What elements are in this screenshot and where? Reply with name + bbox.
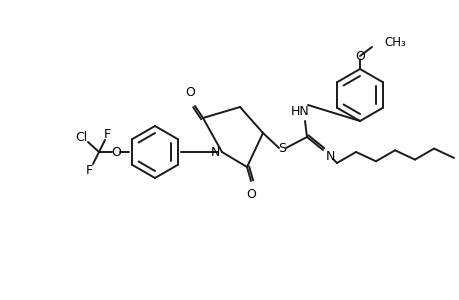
Text: O: O bbox=[185, 85, 195, 98]
Text: N: N bbox=[210, 146, 219, 158]
Text: Cl: Cl bbox=[75, 130, 87, 143]
Text: S: S bbox=[277, 142, 285, 154]
Text: O: O bbox=[111, 146, 121, 158]
Text: O: O bbox=[246, 188, 255, 200]
Text: HN: HN bbox=[290, 104, 309, 118]
Text: F: F bbox=[103, 128, 110, 140]
Text: N: N bbox=[325, 149, 334, 163]
Text: CH₃: CH₃ bbox=[383, 35, 405, 49]
Text: F: F bbox=[85, 164, 92, 176]
Text: O: O bbox=[354, 50, 364, 62]
